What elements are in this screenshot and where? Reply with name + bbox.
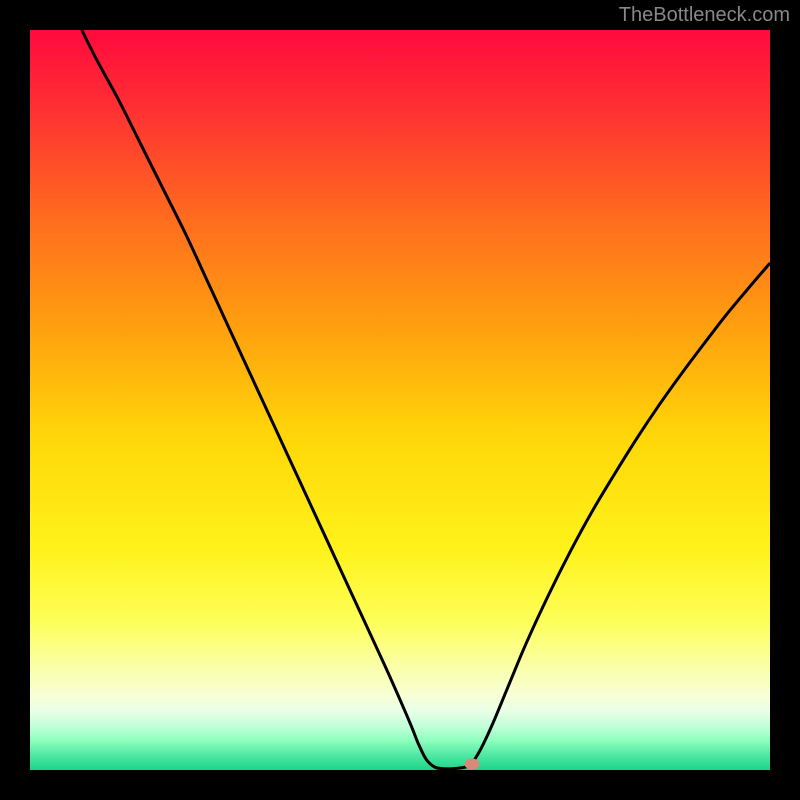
plot-area: [30, 30, 770, 770]
watermark-text: TheBottleneck.com: [619, 4, 790, 27]
bottleneck-curve: [82, 30, 770, 769]
optimal-point-marker: [464, 759, 479, 770]
curve-svg: [30, 30, 770, 770]
